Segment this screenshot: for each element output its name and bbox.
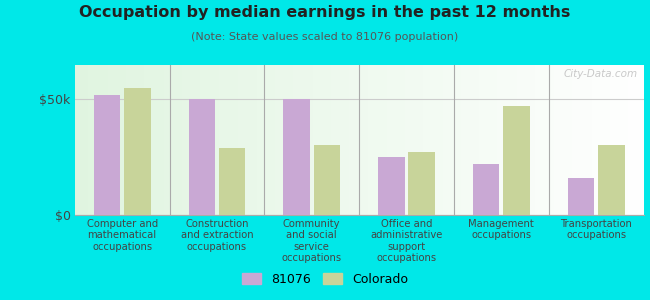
Bar [473, 164, 499, 214]
Bar [219, 148, 245, 214]
Bar [124, 88, 151, 214]
Bar [188, 99, 215, 214]
Text: City-Data.com: City-Data.com [564, 69, 638, 79]
Bar [378, 157, 404, 214]
Legend: 81076, Colorado: 81076, Colorado [237, 268, 413, 291]
Bar [283, 99, 310, 214]
Bar [313, 145, 340, 214]
Text: Occupation by median earnings in the past 12 months: Occupation by median earnings in the pas… [79, 4, 571, 20]
Bar [503, 106, 530, 214]
Bar [94, 94, 120, 214]
Text: (Note: State values scaled to 81076 population): (Note: State values scaled to 81076 popu… [191, 32, 459, 41]
Bar [567, 178, 594, 214]
Bar [598, 145, 625, 214]
Bar [408, 152, 435, 214]
